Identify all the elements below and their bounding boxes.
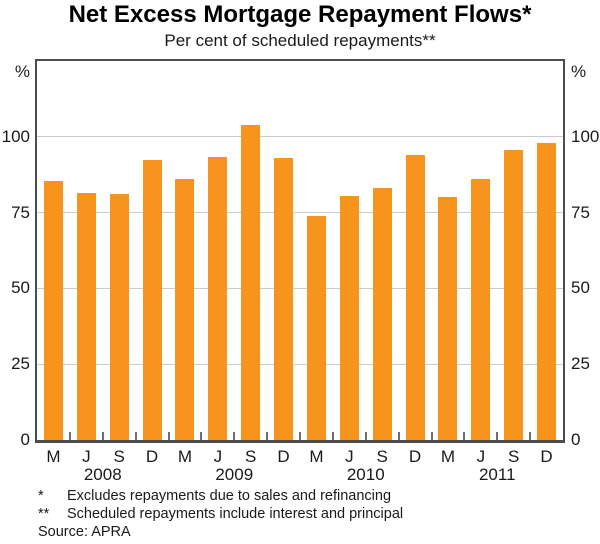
chart-subtitle: Per cent of scheduled repayments** — [164, 31, 436, 50]
bar-S-2008 — [109, 194, 129, 440]
y-tick-label-left-0: 0 — [20, 430, 30, 449]
x-axis-tick — [233, 432, 236, 440]
bar-M-2009 — [175, 179, 195, 440]
x-tick-label-11: D — [408, 447, 422, 466]
x-year-label-2011: 2011 — [478, 465, 516, 484]
y-tick-label-right-0: 0 — [571, 430, 581, 449]
x-axis-tick — [266, 432, 269, 440]
x-tick-label-14: S — [508, 447, 520, 466]
x-tick-label-1: J — [82, 447, 91, 466]
bar-J-2011 — [471, 179, 491, 440]
plot-area — [35, 59, 565, 443]
y-tick-label-right-100: 100 — [571, 126, 600, 146]
y-axis-unit-left: % — [14, 62, 30, 81]
bar-J-2010 — [339, 195, 359, 440]
x-axis-tick — [101, 432, 104, 440]
bar-S-2010 — [372, 188, 392, 440]
x-tick-label-6: S — [245, 447, 257, 466]
x-axis-tick — [430, 432, 433, 440]
x-axis-tick — [496, 432, 499, 440]
bar-D-2010 — [405, 155, 425, 440]
footnote-1: * Excludes repayments due to sales and r… — [38, 487, 578, 505]
x-tick-label-12: M — [440, 447, 456, 466]
x-tick-label-2: S — [113, 447, 125, 466]
y-tick-label-right-25: 25 — [571, 354, 590, 374]
x-year-label-2010: 2010 — [346, 465, 385, 484]
x-tick-label-9: J — [345, 447, 354, 466]
x-tick-label-7: D — [277, 447, 290, 466]
x-year-label-2009: 2009 — [215, 465, 254, 484]
bar-J-2009 — [208, 156, 228, 440]
bar-M-2010 — [306, 215, 326, 440]
x-axis-tick — [200, 432, 203, 440]
y-tick-label-left-75: 75 — [11, 202, 30, 222]
x-axis-tick — [134, 432, 137, 440]
footnote-2: ** Scheduled repayments include interest… — [38, 505, 578, 523]
bar-S-2011 — [504, 150, 524, 440]
x-tick-label-4: M — [177, 447, 193, 466]
x-axis-tick — [299, 432, 301, 440]
x-tick-label-0: M — [46, 447, 61, 466]
x-axis-tick — [463, 432, 466, 440]
x-axis-tick — [167, 432, 170, 440]
x-year-label-2008: 2008 — [83, 465, 122, 484]
x-tick-label-15: D — [540, 447, 553, 466]
x-axis-tick — [331, 432, 334, 440]
x-axis-tick — [364, 432, 367, 440]
footnote-1-marker: * — [38, 488, 44, 504]
footnotes: * Excludes repayments due to sales and r… — [38, 487, 578, 523]
x-tick-label-10: S — [376, 447, 388, 466]
bar-M-2011 — [438, 197, 458, 440]
y-tick-label-right-75: 75 — [571, 202, 590, 222]
x-tick-label-13: J — [476, 447, 486, 466]
bar-D-2009 — [274, 158, 294, 440]
bar-S-2009 — [241, 124, 261, 440]
x-axis-tick — [529, 432, 532, 440]
x-tick-label-8: M — [309, 447, 324, 466]
bar-D-2008 — [142, 159, 162, 440]
y-tick-label-left-25: 25 — [11, 354, 30, 374]
x-axis-tick — [397, 432, 400, 440]
footnote-2-marker: ** — [38, 506, 50, 522]
gridline-75 — [37, 212, 563, 214]
footnote-1-text: Excludes repayments due to sales and ref… — [67, 488, 392, 504]
y-axis-unit-right: % — [571, 62, 587, 81]
y-tick-label-right-50: 50 — [571, 278, 590, 298]
footnote-2-text: Scheduled repayments include interest an… — [67, 506, 404, 522]
x-axis-tick — [68, 432, 71, 440]
gridline-50 — [37, 287, 563, 289]
bar-D-2011 — [537, 142, 557, 440]
chart-title: Net Excess Mortgage Repayment Flows* — [68, 1, 532, 28]
bar-M-2008 — [43, 180, 63, 440]
bar-J-2008 — [76, 192, 96, 440]
source-note: Source: APRA — [38, 524, 131, 540]
x-tick-label-5: J — [213, 447, 223, 466]
y-tick-label-left-100: 100 — [1, 126, 30, 146]
gridline-100 — [37, 136, 563, 138]
y-tick-label-left-50: 50 — [11, 278, 30, 298]
x-tick-label-3: D — [145, 447, 159, 466]
gridline-25 — [37, 363, 563, 365]
